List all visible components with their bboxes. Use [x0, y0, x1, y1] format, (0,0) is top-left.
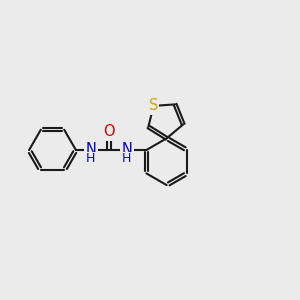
Text: N: N: [85, 142, 96, 157]
Text: H: H: [122, 152, 132, 166]
Text: N: N: [122, 142, 132, 157]
Text: H: H: [86, 152, 96, 166]
Text: O: O: [103, 124, 115, 140]
Text: S: S: [149, 98, 158, 113]
